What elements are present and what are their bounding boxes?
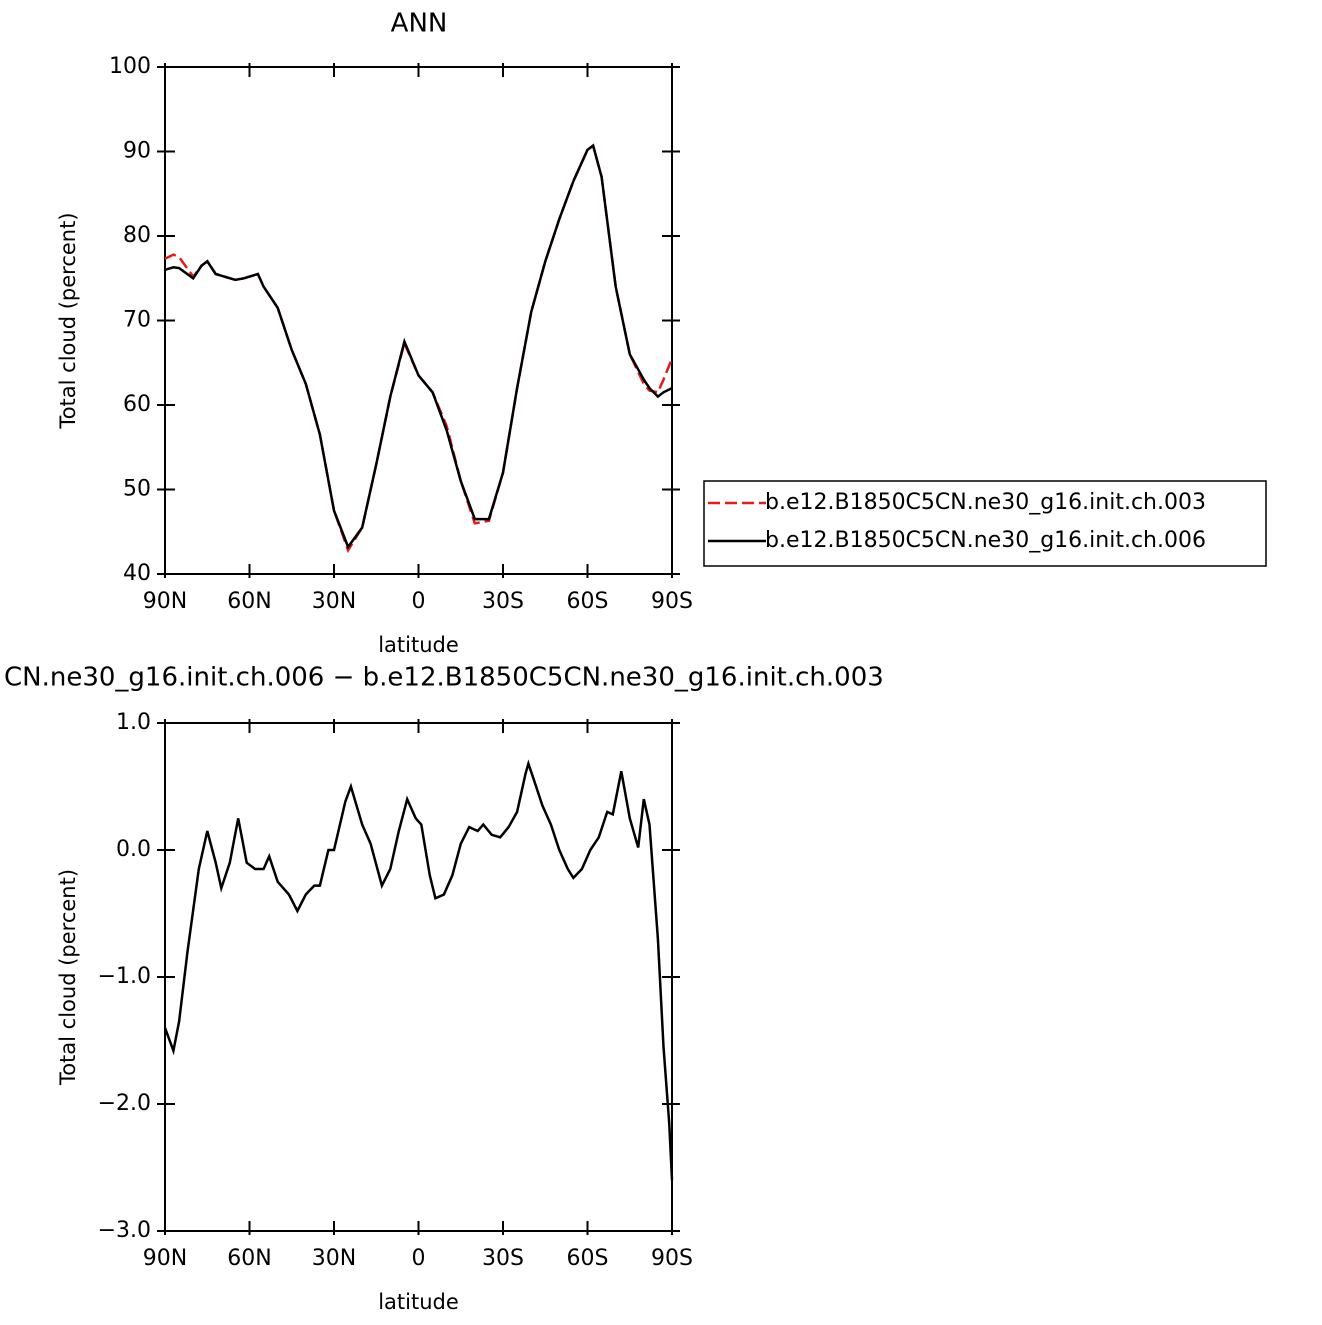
- x-tick-label: 90S: [651, 1246, 693, 1271]
- y-tick-label: 0.0: [116, 837, 151, 862]
- x-tick-label: 30S: [482, 589, 524, 614]
- chart-title: CN.ne30_g16.init.ch.006 − b.e12.B1850C5C…: [4, 663, 884, 693]
- y-tick-label: 70: [123, 308, 151, 333]
- x-tick-label: 60S: [567, 589, 609, 614]
- y-tick-label: 1.0: [116, 710, 151, 735]
- data-line: [163, 759, 674, 1181]
- chart-title: ANN: [391, 9, 448, 39]
- data-line: [164, 143, 673, 550]
- x-tick-label: 60N: [227, 589, 271, 614]
- y-tick-label: 80: [123, 223, 151, 248]
- x-tick-label: 60S: [567, 1246, 609, 1271]
- legend-box: [703, 480, 1267, 567]
- data-line: [164, 143, 674, 554]
- y-axis-label: Total cloud (percent): [56, 869, 80, 1086]
- y-tick-label: 90: [123, 139, 151, 164]
- y-tick-label: −2.0: [98, 1091, 151, 1116]
- y-tick-label: 50: [123, 477, 151, 502]
- x-tick-label: 30N: [312, 1246, 356, 1271]
- x-axis-label: latitude: [378, 1290, 459, 1314]
- legend-label: b.e12.B1850C5CN.ne30_g16.init.ch.003: [765, 490, 1206, 515]
- y-tick-label: 100: [109, 54, 151, 79]
- x-axis-label: latitude: [378, 633, 459, 657]
- x-tick-label: 90S: [651, 589, 693, 614]
- y-tick-label: −1.0: [98, 964, 151, 989]
- plot-frame: [164, 66, 673, 575]
- y-tick-label: −3.0: [98, 1218, 151, 1243]
- plot-frame: [164, 722, 673, 1232]
- legend-label: b.e12.B1850C5CN.ne30_g16.init.ch.006: [765, 528, 1206, 553]
- y-tick-label: 60: [123, 392, 151, 417]
- x-tick-label: 30N: [312, 589, 356, 614]
- x-tick-label: 0: [412, 589, 426, 614]
- x-tick-label: 90N: [143, 589, 187, 614]
- y-axis-label: Total cloud (percent): [56, 212, 80, 429]
- x-tick-label: 0: [412, 1246, 426, 1271]
- y-tick-label: 40: [123, 561, 151, 586]
- x-tick-label: 90N: [143, 1246, 187, 1271]
- x-tick-label: 30S: [482, 1246, 524, 1271]
- x-tick-label: 60N: [227, 1246, 271, 1271]
